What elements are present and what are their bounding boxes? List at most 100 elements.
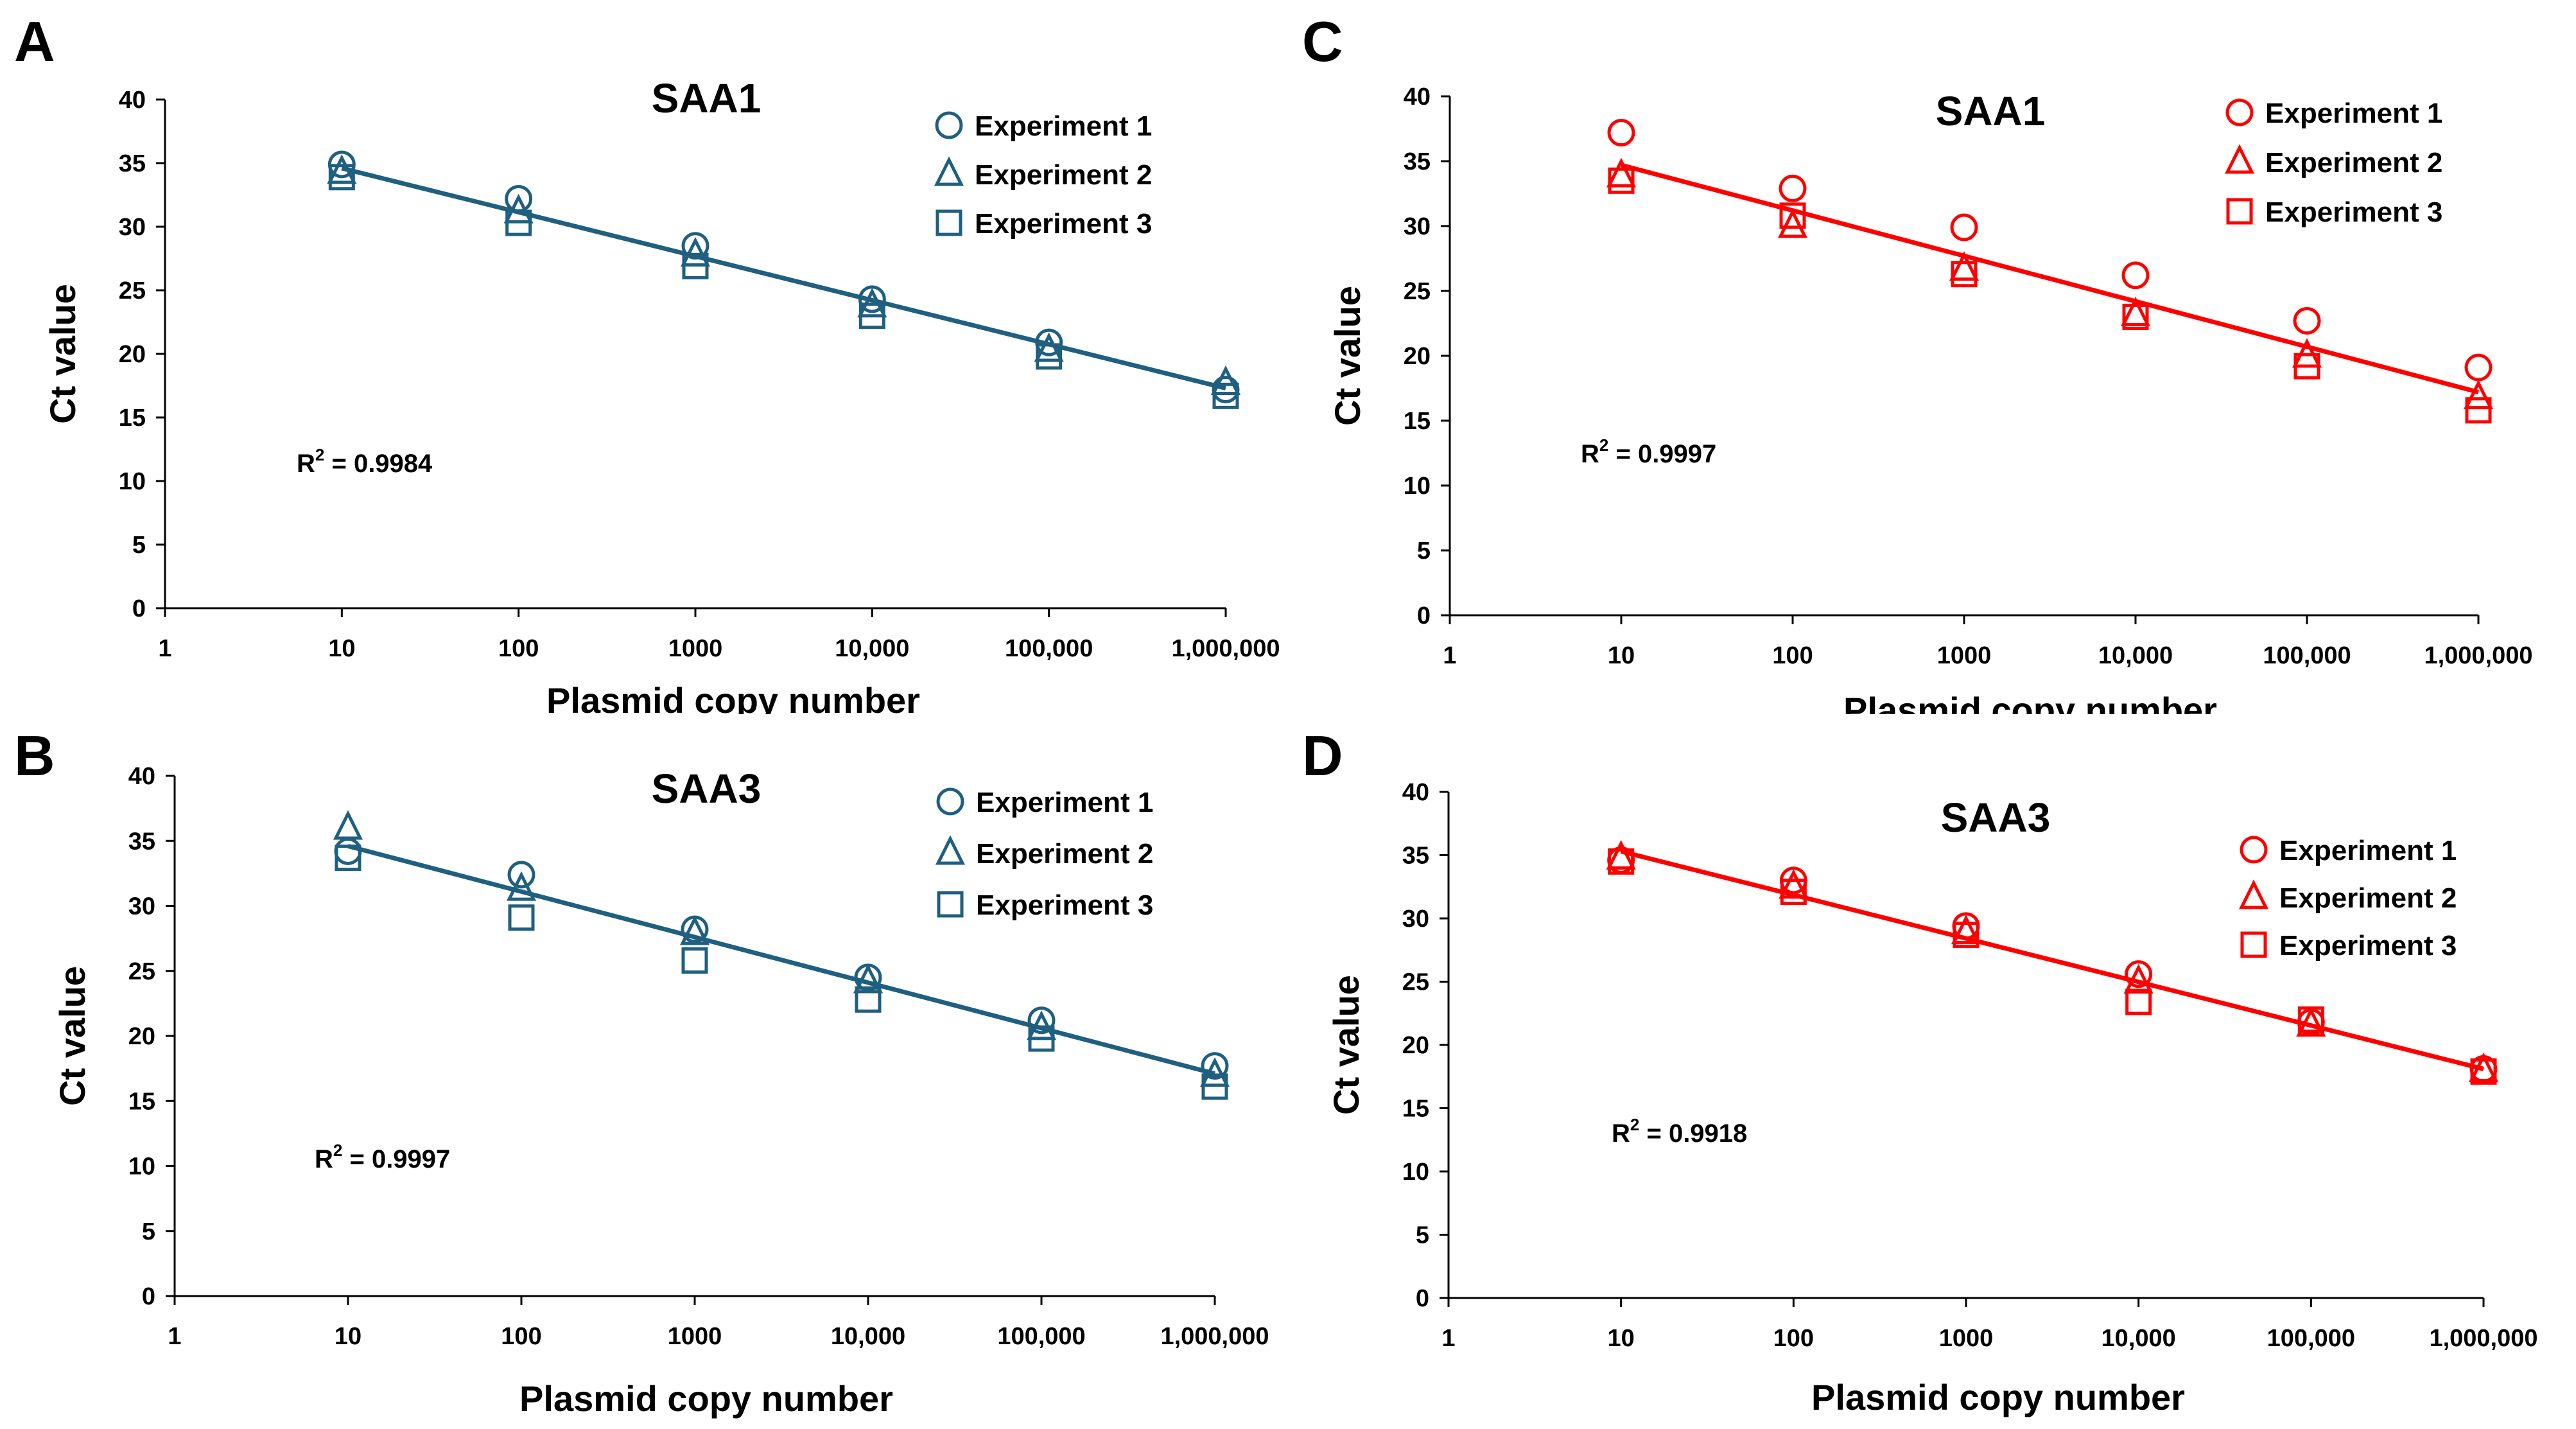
y-tick-label: 0 bbox=[132, 595, 146, 622]
legend-marker-circle bbox=[936, 787, 964, 816]
r-squared-value: = 0.9997 bbox=[1608, 440, 1716, 468]
y-axis-label: Ct value bbox=[1326, 975, 1366, 1115]
legend-entry: Experiment 1 bbox=[2279, 835, 2457, 866]
y-tick-label: 5 bbox=[1416, 1222, 1429, 1249]
chart-panel-c: C 0 5 10 15 20 25 30 35 40 1 10 100 1000 10,000 100,000… bbox=[1302, 10, 2533, 714]
x-tick-label: 100,000 bbox=[997, 1323, 1085, 1350]
data-point-square-exp3 bbox=[1212, 382, 1239, 409]
legend-entry: Experiment 2 bbox=[975, 159, 1152, 191]
r-squared-symbol: R bbox=[297, 450, 315, 478]
panel-b-saa3-blue: B 0 5 10 15 20 25 30 35 40 1 10 100 1000 10,000 100,000… bbox=[0, 714, 1288, 1428]
data-point-square-exp3 bbox=[2125, 988, 2152, 1015]
data-point-circle-exp1 bbox=[681, 232, 709, 260]
r-squared-symbol: R bbox=[1581, 440, 1599, 468]
legend-marker-triangle bbox=[2238, 879, 2269, 909]
y-tick-label: 30 bbox=[128, 893, 155, 920]
legend-marker-square bbox=[2240, 931, 2267, 958]
data-point-square-exp3 bbox=[505, 209, 532, 236]
x-tick-label: 1 bbox=[158, 635, 171, 662]
legend-entry: Experiment 1 bbox=[975, 110, 1152, 142]
data-point-triangle-exp2 bbox=[1951, 915, 1981, 945]
x-tick-label: 1000 bbox=[1937, 642, 1992, 669]
panel-d-saa3-red: D 0 5 10 15 20 25 30 35 40 1 10 100 1000 10,000 100,000… bbox=[1288, 714, 2576, 1428]
r-squared-value: = 0.9997 bbox=[342, 1145, 450, 1173]
y-tick-label: 35 bbox=[1402, 843, 1429, 870]
data-point-triangle-exp2 bbox=[506, 871, 537, 901]
y-tick-label: 15 bbox=[1402, 1096, 1429, 1123]
data-point-square-exp3 bbox=[328, 164, 355, 191]
r-squared-superscript: 2 bbox=[333, 1141, 342, 1160]
data-point-triangle-exp2 bbox=[333, 810, 363, 840]
x-tick-label: 1000 bbox=[1939, 1325, 1994, 1352]
x-tick-label: 100 bbox=[498, 635, 539, 662]
regression-line bbox=[347, 843, 1215, 1076]
y-tick-label: 25 bbox=[1402, 969, 1429, 996]
data-point-triangle-exp2 bbox=[853, 963, 883, 994]
data-point-square-exp3 bbox=[2297, 1006, 2324, 1033]
panel-label: B bbox=[14, 724, 55, 787]
data-point-triangle-exp2 bbox=[327, 154, 357, 184]
y-tick-label: 0 bbox=[142, 1283, 155, 1310]
x-tick-label: 10 bbox=[1608, 1325, 1635, 1352]
r-squared-annotation: R2 = 0.9918 bbox=[1612, 1115, 1747, 1148]
y-tick-label: 40 bbox=[1402, 779, 1429, 806]
y-tick-label: 15 bbox=[128, 1088, 155, 1115]
y-tick-label: 25 bbox=[1404, 278, 1431, 305]
chart-title: SAA1 bbox=[1936, 88, 2046, 134]
data-point-triangle-exp2 bbox=[1779, 869, 1809, 899]
panel-label: C bbox=[1302, 10, 1343, 73]
legend-marker-triangle bbox=[2224, 144, 2255, 174]
data-point-circle-exp1 bbox=[2125, 960, 2153, 988]
y-axis-label: Ct value bbox=[1327, 286, 1368, 426]
panel-a-saa1-blue: A 0 5 10 15 20 25 30 35 40 1 10 100 1000 10,000 100,000… bbox=[0, 0, 1288, 714]
data-point-square-exp3 bbox=[1608, 848, 1635, 875]
y-tick-label: 30 bbox=[1402, 906, 1429, 933]
x-tick-label: 100 bbox=[501, 1323, 541, 1350]
legend-entry: Experiment 1 bbox=[976, 787, 1153, 818]
data-point-circle-exp1 bbox=[1779, 174, 1807, 202]
data-point-square-exp3 bbox=[1953, 922, 1980, 949]
data-point-triangle-exp2 bbox=[2463, 380, 2494, 410]
x-axis-label: Plasmid copy number bbox=[1843, 690, 2217, 714]
data-point-square-exp3 bbox=[1201, 1073, 1228, 1100]
x-tick-label: 10,000 bbox=[835, 635, 909, 662]
x-tick-label: 1 bbox=[1441, 1325, 1455, 1352]
y-tick-label: 40 bbox=[128, 763, 155, 790]
data-point-square-exp3 bbox=[1779, 202, 1806, 229]
data-point-square-exp3 bbox=[2122, 303, 2149, 330]
x-tick-label: 100 bbox=[1772, 642, 1813, 669]
y-axis-label: Ct value bbox=[42, 284, 83, 424]
data-point-square-exp3 bbox=[2465, 397, 2492, 424]
y-tick-label: 5 bbox=[132, 532, 146, 559]
x-axis-label: Plasmid copy number bbox=[519, 1378, 893, 1419]
x-tick-label: 1000 bbox=[668, 1323, 722, 1350]
legend-entry: Experiment 2 bbox=[2265, 147, 2442, 179]
data-point-circle-exp1 bbox=[507, 861, 535, 889]
y-tick-label: 5 bbox=[142, 1218, 155, 1245]
data-point-triangle-exp2 bbox=[1199, 1057, 1230, 1087]
y-tick-label: 35 bbox=[128, 828, 155, 855]
y-tick-label: 30 bbox=[119, 214, 146, 241]
y-tick-label: 0 bbox=[1416, 1285, 1429, 1312]
r-squared-superscript: 2 bbox=[1630, 1115, 1639, 1134]
data-point-circle-exp1 bbox=[1950, 213, 1978, 241]
data-point-square-exp3 bbox=[508, 904, 535, 931]
data-point-circle-exp1 bbox=[2293, 306, 2321, 335]
y-tick-label: 10 bbox=[119, 468, 146, 495]
x-tick-label: 10 bbox=[1608, 642, 1635, 669]
y-tick-label: 20 bbox=[1404, 343, 1431, 370]
x-tick-label: 1000 bbox=[668, 635, 723, 662]
data-point-triangle-exp2 bbox=[1210, 365, 1241, 396]
legend-entry: Experiment 3 bbox=[976, 890, 1153, 921]
data-point-circle-exp1 bbox=[1201, 1052, 1229, 1080]
x-axis-label: Plasmid copy number bbox=[1811, 1377, 2185, 1417]
y-tick-label: 40 bbox=[1404, 83, 1431, 110]
chart-title: SAA3 bbox=[652, 766, 761, 812]
legend-entry: Experiment 1 bbox=[2265, 98, 2442, 129]
data-point-triangle-exp2 bbox=[2468, 1052, 2499, 1082]
chart-title: SAA1 bbox=[652, 75, 761, 121]
x-tick-label: 1,000,000 bbox=[1171, 635, 1280, 662]
x-tick-label: 100,000 bbox=[1005, 635, 1093, 662]
x-tick-label: 1,000,000 bbox=[2424, 642, 2532, 669]
data-point-triangle-exp2 bbox=[1034, 332, 1064, 362]
